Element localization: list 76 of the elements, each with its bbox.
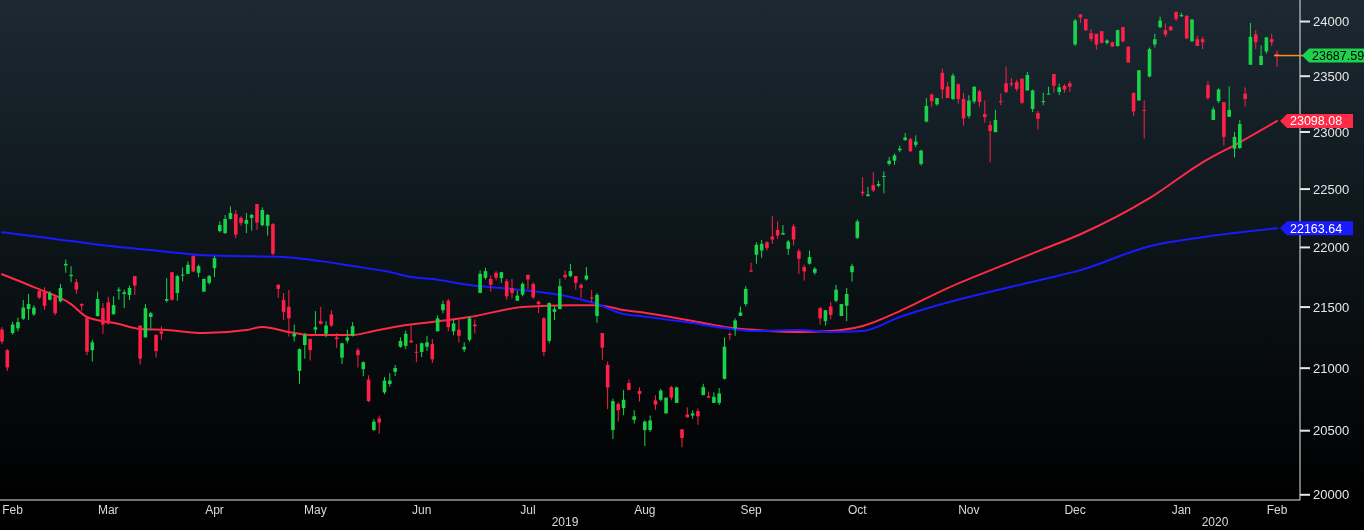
- x-tick-label: Jul: [520, 503, 536, 517]
- candlestick: [579, 282, 583, 299]
- x-tick-label: May: [304, 503, 327, 517]
- x-tick-label: Jun: [412, 503, 432, 517]
- candlestick: [850, 263, 854, 282]
- candlestick: [21, 299, 26, 321]
- candlestick: [122, 289, 126, 309]
- text: 2019: [551, 515, 579, 529]
- candlestick: [733, 317, 737, 337]
- candlestick: [595, 292, 599, 324]
- candlestick: [303, 332, 307, 360]
- candlestick: [951, 72, 955, 101]
- candlestick: [164, 277, 169, 303]
- candlestick: [871, 171, 876, 193]
- candlestick: [494, 270, 498, 282]
- y-tick-label: 21500: [1313, 299, 1350, 315]
- x-tick-label: Sep: [740, 503, 763, 517]
- candlestick: [510, 278, 514, 299]
- candlestick: [377, 415, 381, 435]
- candlestick: [781, 224, 785, 236]
- candlestick: [1253, 29, 1258, 50]
- candlestick: [478, 269, 482, 294]
- candlestick: [356, 347, 360, 368]
- candlestick: [1036, 110, 1040, 131]
- x-tick-label: Dec: [1064, 503, 1086, 517]
- candlestick: [133, 275, 137, 296]
- candlestick: [988, 120, 992, 163]
- candlestick: [1073, 18, 1077, 47]
- y-tick-label: 24000: [1313, 14, 1350, 30]
- text: 2020: [1201, 515, 1229, 529]
- ref-line-label: 23687.59: [1312, 49, 1364, 64]
- candlestick: [558, 278, 562, 310]
- candlestick: [797, 248, 801, 275]
- candlestick: [1004, 66, 1008, 94]
- x-tick-label: Apr: [205, 503, 224, 517]
- candlestick: [313, 310, 318, 335]
- candlestick: [1089, 28, 1093, 42]
- x-tick-label: Mar: [97, 503, 119, 517]
- candlestick: [1041, 92, 1046, 106]
- y-tick-label: 22000: [1313, 239, 1350, 255]
- candlestick: [696, 408, 700, 426]
- data-label: 22163.64: [1290, 221, 1343, 236]
- x-tick-label: Jan: [1171, 503, 1192, 517]
- y-tick-label: 21000: [1313, 360, 1350, 376]
- candlestick: [32, 304, 36, 317]
- candlestick: [616, 401, 621, 423]
- y-tick-label: 23500: [1313, 68, 1350, 84]
- candlestick: [1238, 119, 1242, 150]
- candlestick: [1243, 86, 1247, 108]
- candlestick: [1142, 99, 1146, 139]
- candlestick: [16, 317, 20, 332]
- line-series: [1, 227, 1278, 334]
- x-tick-label: Feb: [1266, 503, 1288, 517]
- candlestick: [882, 170, 886, 194]
- y-tick-label: 22500: [1313, 181, 1350, 197]
- x-tick-label: Oct: [847, 503, 868, 517]
- candlestick: [956, 82, 961, 105]
- candlestick: [749, 262, 753, 273]
- candlestick: [983, 99, 987, 124]
- candlestick: [255, 203, 259, 231]
- candlestick: [526, 274, 530, 290]
- y-tick-label: 20000: [1313, 487, 1350, 503]
- x-tick-label: Aug: [634, 503, 656, 517]
- candlestick: [743, 285, 748, 307]
- y-tick-label: 20500: [1313, 423, 1350, 439]
- candlestick: [403, 330, 408, 350]
- candlestick: [1227, 85, 1231, 118]
- candlestick: [680, 428, 684, 448]
- x-tick-label: Feb: [2, 503, 24, 517]
- candlestick: [63, 258, 68, 274]
- candlestick: [441, 300, 445, 314]
- candlestick: [425, 335, 429, 352]
- candlestick: [393, 364, 397, 377]
- x-tick-label: Nov: [958, 503, 980, 517]
- candlestick: [866, 186, 870, 198]
- candlestick: [1206, 80, 1210, 101]
